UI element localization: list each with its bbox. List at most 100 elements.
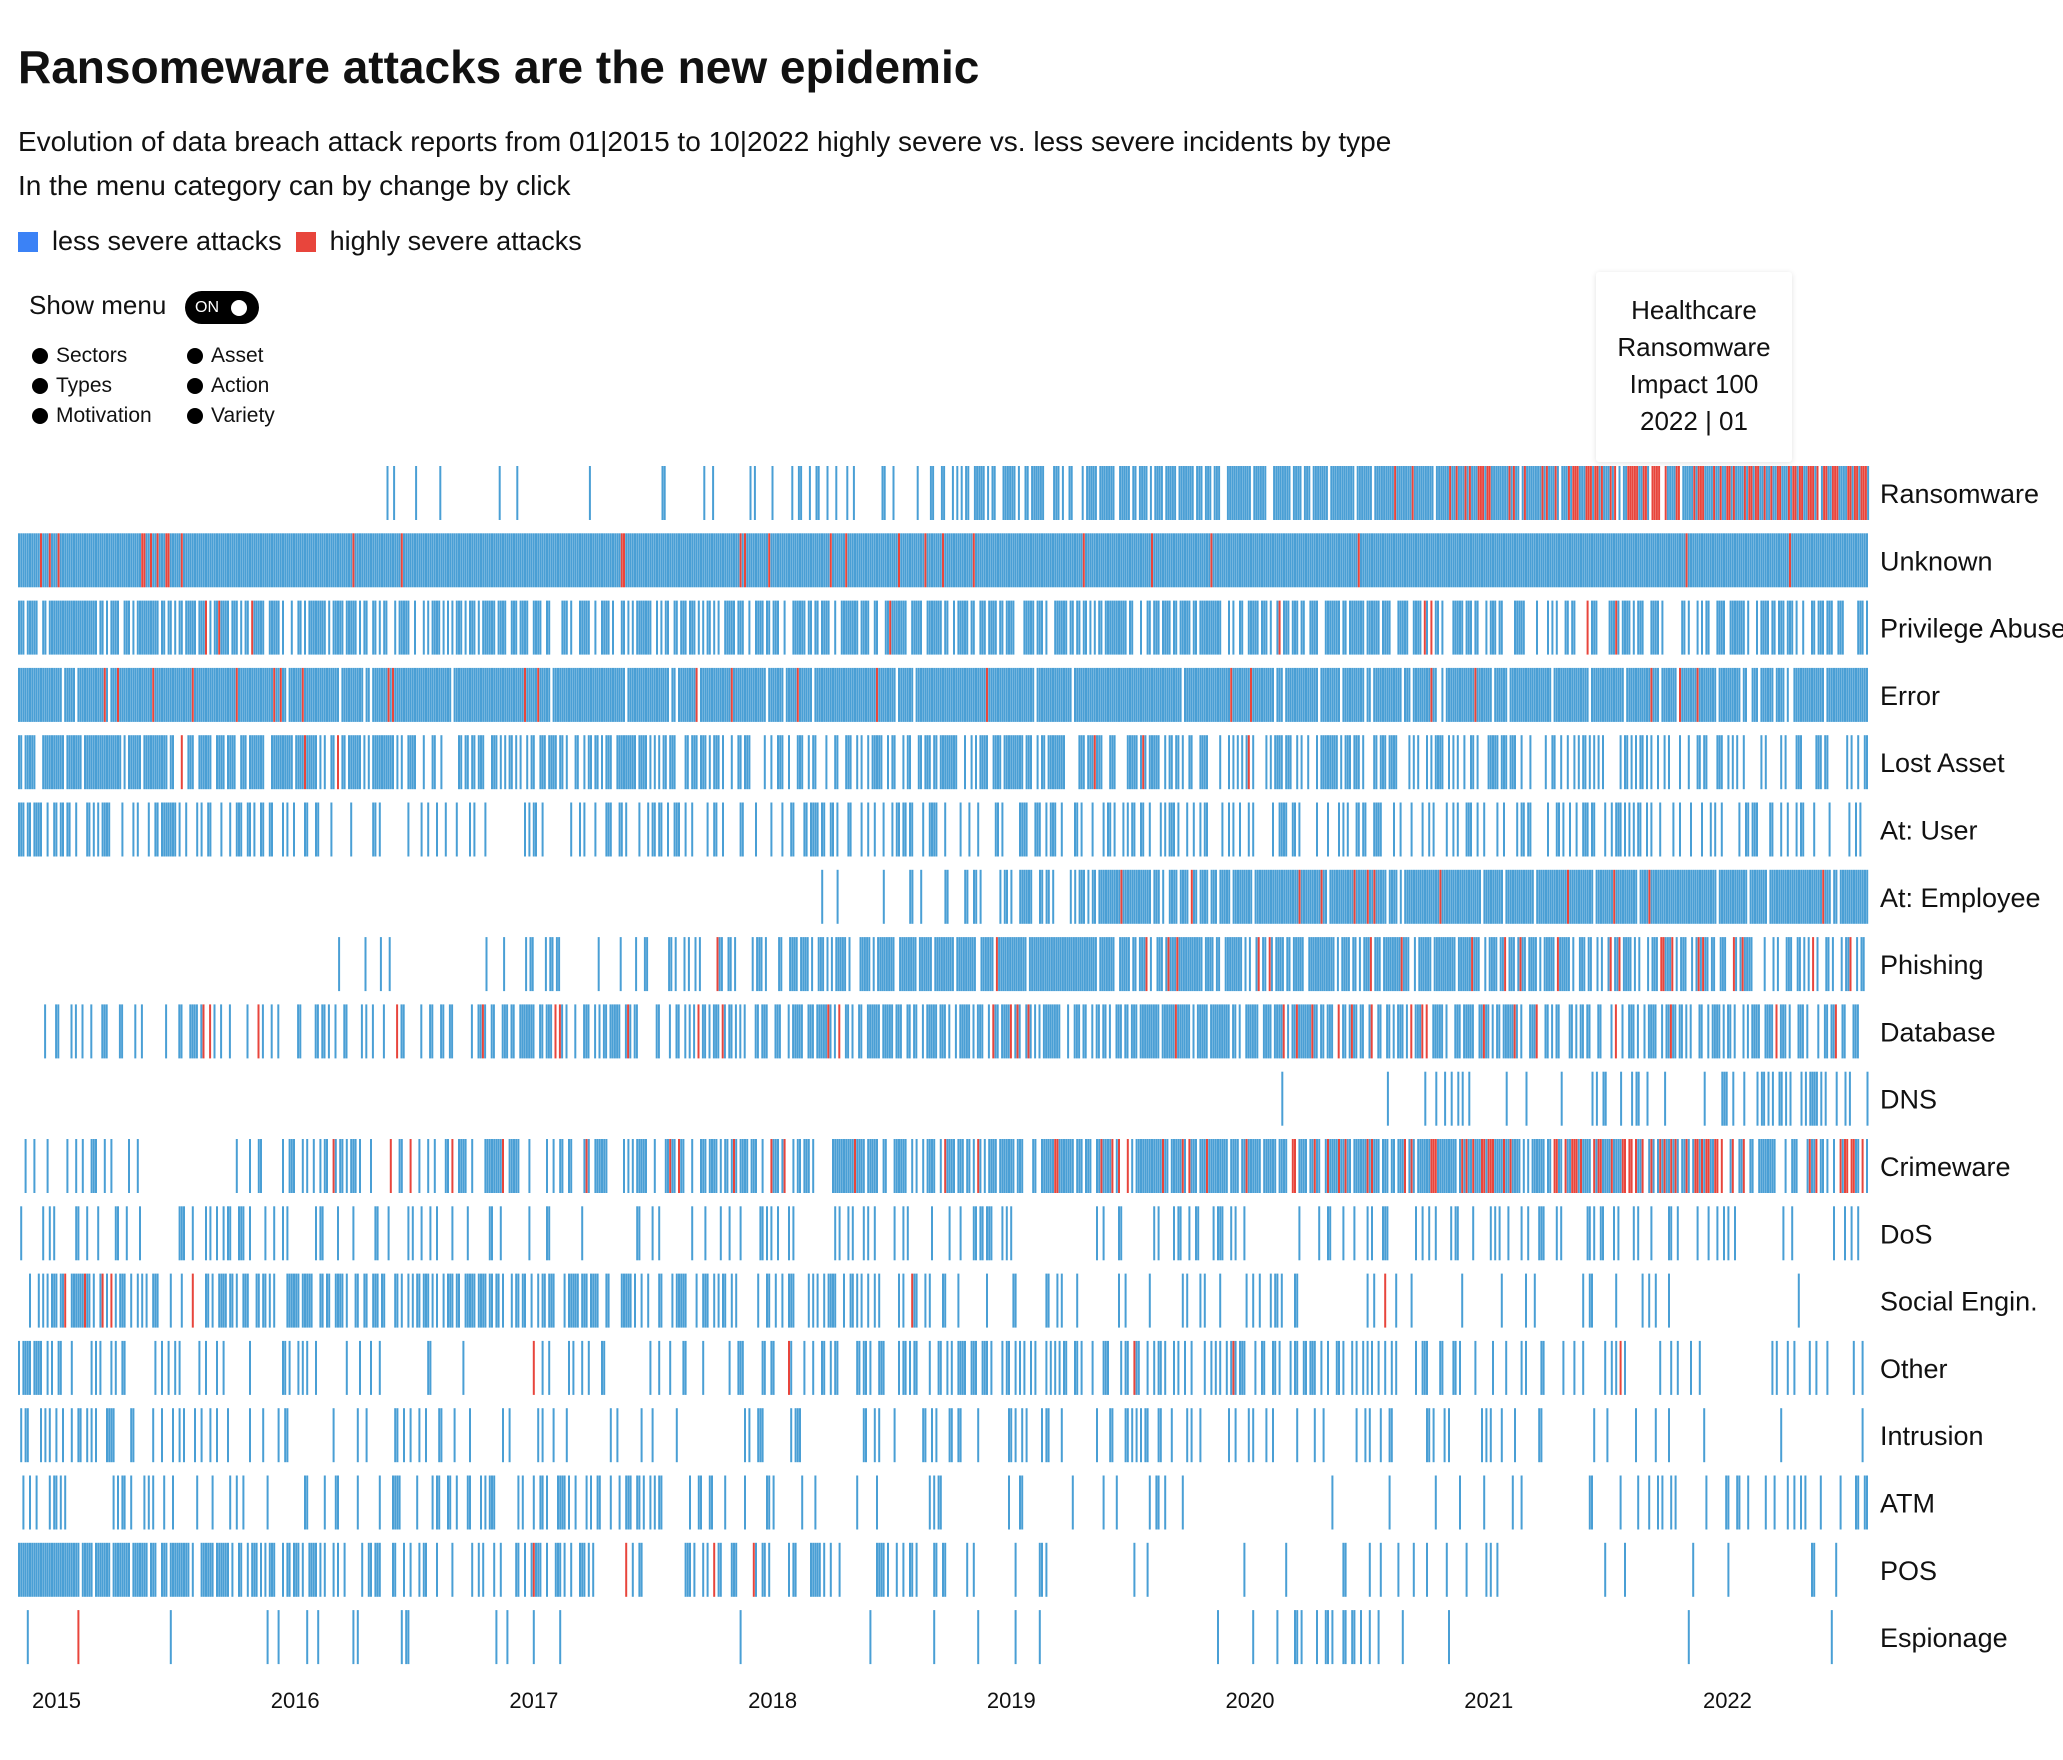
less-severe-incident-bar[interactable]	[865, 533, 867, 588]
highly-severe-incident-bar[interactable]	[1423, 600, 1426, 655]
less-severe-incident-bar[interactable]	[1619, 869, 1622, 924]
less-severe-incident-bar[interactable]	[1127, 869, 1129, 924]
less-severe-incident-bar[interactable]	[1465, 533, 1468, 588]
less-severe-incident-bar[interactable]	[1141, 937, 1144, 992]
less-severe-incident-bar[interactable]	[664, 735, 667, 790]
less-severe-incident-bar[interactable]	[1690, 869, 1693, 924]
less-severe-incident-bar[interactable]	[1340, 533, 1343, 588]
less-severe-incident-bar[interactable]	[552, 533, 555, 588]
less-severe-incident-bar[interactable]	[936, 937, 939, 992]
less-severe-incident-bar[interactable]	[1501, 937, 1504, 992]
less-severe-incident-bar[interactable]	[1005, 600, 1008, 655]
less-severe-incident-bar[interactable]	[1577, 735, 1580, 790]
less-severe-incident-bar[interactable]	[1113, 533, 1116, 588]
less-severe-incident-bar[interactable]	[46, 1139, 49, 1193]
less-severe-incident-bar[interactable]	[110, 533, 113, 588]
less-severe-incident-bar[interactable]	[673, 667, 676, 722]
less-severe-incident-bar[interactable]	[629, 1004, 632, 1059]
less-severe-incident-bar[interactable]	[940, 937, 943, 992]
less-severe-incident-bar[interactable]	[872, 937, 875, 992]
less-severe-incident-bar[interactable]	[1344, 1004, 1347, 1059]
less-severe-incident-bar[interactable]	[1396, 937, 1399, 992]
less-severe-incident-bar[interactable]	[668, 1004, 671, 1059]
less-severe-incident-bar[interactable]	[1140, 600, 1142, 655]
less-severe-incident-bar[interactable]	[926, 1139, 929, 1193]
less-severe-incident-bar[interactable]	[1344, 533, 1347, 588]
less-severe-incident-bar[interactable]	[1076, 1139, 1079, 1193]
less-severe-incident-bar[interactable]	[860, 1139, 863, 1193]
highly-severe-incident-bar[interactable]	[202, 1004, 205, 1059]
less-severe-incident-bar[interactable]	[570, 667, 573, 722]
less-severe-incident-bar[interactable]	[1624, 533, 1626, 588]
less-severe-incident-bar[interactable]	[576, 533, 579, 588]
less-severe-incident-bar[interactable]	[1510, 937, 1513, 992]
less-severe-incident-bar[interactable]	[1258, 533, 1261, 588]
less-severe-incident-bar[interactable]	[856, 735, 859, 790]
less-severe-incident-bar[interactable]	[1454, 533, 1457, 588]
less-severe-incident-bar[interactable]	[530, 533, 533, 588]
less-severe-incident-bar[interactable]	[35, 802, 38, 857]
less-severe-incident-bar[interactable]	[24, 1139, 27, 1193]
less-severe-incident-bar[interactable]	[1677, 869, 1679, 924]
less-severe-incident-bar[interactable]	[1041, 735, 1043, 790]
less-severe-incident-bar[interactable]	[378, 667, 381, 722]
less-severe-incident-bar[interactable]	[359, 533, 361, 588]
less-severe-incident-bar[interactable]	[994, 600, 997, 655]
less-severe-incident-bar[interactable]	[673, 1139, 676, 1193]
less-severe-incident-bar[interactable]	[521, 600, 524, 655]
less-severe-incident-bar[interactable]	[1476, 533, 1479, 588]
less-severe-incident-bar[interactable]	[482, 735, 485, 790]
less-severe-incident-bar[interactable]	[447, 533, 449, 588]
less-severe-incident-bar[interactable]	[525, 937, 528, 992]
less-severe-incident-bar[interactable]	[1079, 937, 1082, 992]
less-severe-incident-bar[interactable]	[1265, 869, 1268, 924]
less-severe-incident-bar[interactable]	[735, 1139, 738, 1193]
less-severe-incident-bar[interactable]	[838, 667, 841, 722]
less-severe-incident-bar[interactable]	[1542, 667, 1545, 722]
less-severe-incident-bar[interactable]	[695, 735, 698, 790]
less-severe-incident-bar[interactable]	[471, 600, 474, 655]
less-severe-incident-bar[interactable]	[1039, 466, 1042, 520]
less-severe-incident-bar[interactable]	[975, 869, 978, 924]
highly-severe-incident-bar[interactable]	[986, 667, 988, 722]
less-severe-incident-bar[interactable]	[209, 802, 212, 857]
less-severe-incident-bar[interactable]	[319, 667, 322, 722]
less-severe-incident-bar[interactable]	[1366, 667, 1369, 722]
less-severe-incident-bar[interactable]	[416, 667, 419, 722]
less-severe-incident-bar[interactable]	[229, 735, 232, 790]
less-severe-incident-bar[interactable]	[31, 667, 34, 722]
less-severe-incident-bar[interactable]	[1011, 937, 1014, 992]
less-severe-incident-bar[interactable]	[1135, 1139, 1138, 1193]
less-severe-incident-bar[interactable]	[1382, 869, 1385, 924]
less-severe-incident-bar[interactable]	[1127, 937, 1130, 992]
less-severe-incident-bar[interactable]	[202, 533, 205, 588]
less-severe-incident-bar[interactable]	[1388, 869, 1391, 924]
less-severe-incident-bar[interactable]	[1231, 937, 1234, 992]
less-severe-incident-bar[interactable]	[636, 1139, 639, 1193]
less-severe-incident-bar[interactable]	[948, 533, 951, 588]
less-severe-incident-bar[interactable]	[1813, 667, 1816, 722]
less-severe-incident-bar[interactable]	[1427, 937, 1430, 992]
less-severe-incident-bar[interactable]	[1109, 735, 1112, 790]
less-severe-incident-bar[interactable]	[744, 667, 746, 722]
less-severe-incident-bar[interactable]	[365, 667, 368, 722]
less-severe-incident-bar[interactable]	[1256, 1139, 1259, 1193]
less-severe-incident-bar[interactable]	[1553, 869, 1556, 924]
less-severe-incident-bar[interactable]	[898, 600, 900, 655]
less-severe-incident-bar[interactable]	[667, 533, 669, 588]
less-severe-incident-bar[interactable]	[910, 937, 913, 992]
less-severe-incident-bar[interactable]	[638, 667, 641, 722]
less-severe-incident-bar[interactable]	[1567, 937, 1570, 992]
less-severe-incident-bar[interactable]	[1432, 1004, 1435, 1059]
less-severe-incident-bar[interactable]	[319, 1139, 322, 1193]
less-severe-incident-bar[interactable]	[1162, 533, 1164, 588]
less-severe-incident-bar[interactable]	[966, 533, 969, 588]
less-severe-incident-bar[interactable]	[330, 735, 333, 790]
less-severe-incident-bar[interactable]	[1356, 466, 1359, 520]
less-severe-incident-bar[interactable]	[1595, 600, 1598, 655]
less-severe-incident-bar[interactable]	[1379, 533, 1382, 588]
less-severe-incident-bar[interactable]	[128, 600, 130, 655]
less-severe-incident-bar[interactable]	[1353, 1139, 1356, 1193]
less-severe-incident-bar[interactable]	[565, 1004, 568, 1059]
less-severe-incident-bar[interactable]	[973, 937, 976, 992]
